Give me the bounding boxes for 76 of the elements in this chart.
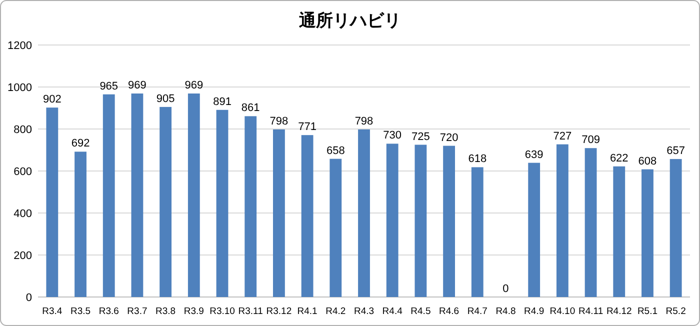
- x-tick-label: R3.6: [98, 306, 119, 317]
- data-label: 720: [440, 132, 458, 144]
- bar: [131, 94, 144, 297]
- data-label: 639: [524, 148, 544, 161]
- bar: [216, 110, 228, 297]
- data-label: 727: [553, 130, 572, 142]
- x-tick-label: R4.8: [496, 306, 516, 317]
- data-label: 891: [213, 96, 232, 108]
- data-label: 861: [241, 102, 260, 114]
- x-tick-label: R4.1: [297, 306, 318, 317]
- x-tick-label: R3.10: [210, 306, 235, 317]
- x-tick-label: R3.8: [156, 306, 176, 317]
- data-label: 622: [610, 152, 628, 164]
- bar: [102, 94, 115, 297]
- x-tick-label: R3.12: [266, 306, 292, 317]
- data-label: 798: [270, 115, 288, 128]
- data-label: 969: [128, 80, 146, 92]
- x-tick-label: R4.6: [439, 306, 460, 317]
- x-tick-label: R4.10: [550, 306, 576, 317]
- x-tick-label: R5.2: [666, 306, 686, 317]
- x-tick-label: R3.4: [42, 306, 62, 317]
- bar: [443, 146, 455, 297]
- data-label: 905: [156, 92, 175, 105]
- bar: [160, 106, 172, 297]
- data-label: 798: [354, 115, 374, 128]
- x-tick-label: R3.9: [184, 306, 204, 317]
- bar: [244, 116, 257, 297]
- bar: [358, 129, 370, 297]
- bar: [670, 159, 682, 297]
- bar: [584, 148, 597, 297]
- bar: [74, 152, 86, 297]
- y-tick-label: 200: [14, 250, 32, 262]
- bar: [471, 167, 484, 297]
- x-tick-label: R4.9: [524, 306, 544, 317]
- x-tick-label: R4.7: [467, 306, 488, 317]
- y-tick-label: 1000: [8, 82, 32, 94]
- chart-title: 通所リハビリ: [298, 11, 401, 30]
- bar: [301, 135, 314, 297]
- y-tick-label: 400: [14, 208, 32, 220]
- bar: [613, 166, 626, 297]
- data-label: 709: [582, 134, 600, 146]
- y-tick-label: 1200: [8, 40, 32, 52]
- y-tick-label: 800: [14, 124, 32, 136]
- data-label: 902: [42, 94, 62, 106]
- bar: [556, 144, 568, 297]
- data-label: 771: [298, 121, 316, 134]
- data-label: 965: [100, 80, 118, 92]
- data-label: 0: [502, 283, 509, 295]
- bar: [642, 169, 654, 297]
- y-tick-label: 0: [26, 292, 32, 304]
- y-tick-label: 600: [14, 166, 32, 178]
- x-tick-label: R4.4: [382, 306, 402, 317]
- bar: [386, 144, 398, 297]
- data-label: 618: [468, 153, 487, 166]
- data-label: 657: [666, 145, 686, 158]
- data-label: 692: [71, 138, 90, 150]
- bar: [330, 158, 342, 297]
- data-label: 969: [184, 80, 204, 92]
- x-tick-label: R3.7: [127, 306, 148, 317]
- data-label: 730: [383, 130, 402, 142]
- bar: [46, 108, 58, 297]
- bar: [528, 162, 540, 297]
- x-tick-label: R4.12: [606, 306, 632, 317]
- x-tick-label: R5.1: [637, 306, 658, 317]
- data-label: 658: [326, 144, 345, 157]
- x-tick-label: R4.2: [326, 306, 346, 317]
- x-tick-label: R4.3: [354, 306, 374, 317]
- x-tick-label: R4.5: [410, 306, 431, 317]
- x-tick-label: R3.11: [238, 306, 263, 317]
- x-tick-label: R3.5: [70, 306, 91, 317]
- data-label: 608: [638, 155, 657, 168]
- data-label: 725: [412, 130, 430, 143]
- x-tick-label: R4.11: [578, 306, 604, 317]
- bar: [273, 129, 285, 297]
- bar: [188, 94, 200, 297]
- bar: [414, 144, 427, 297]
